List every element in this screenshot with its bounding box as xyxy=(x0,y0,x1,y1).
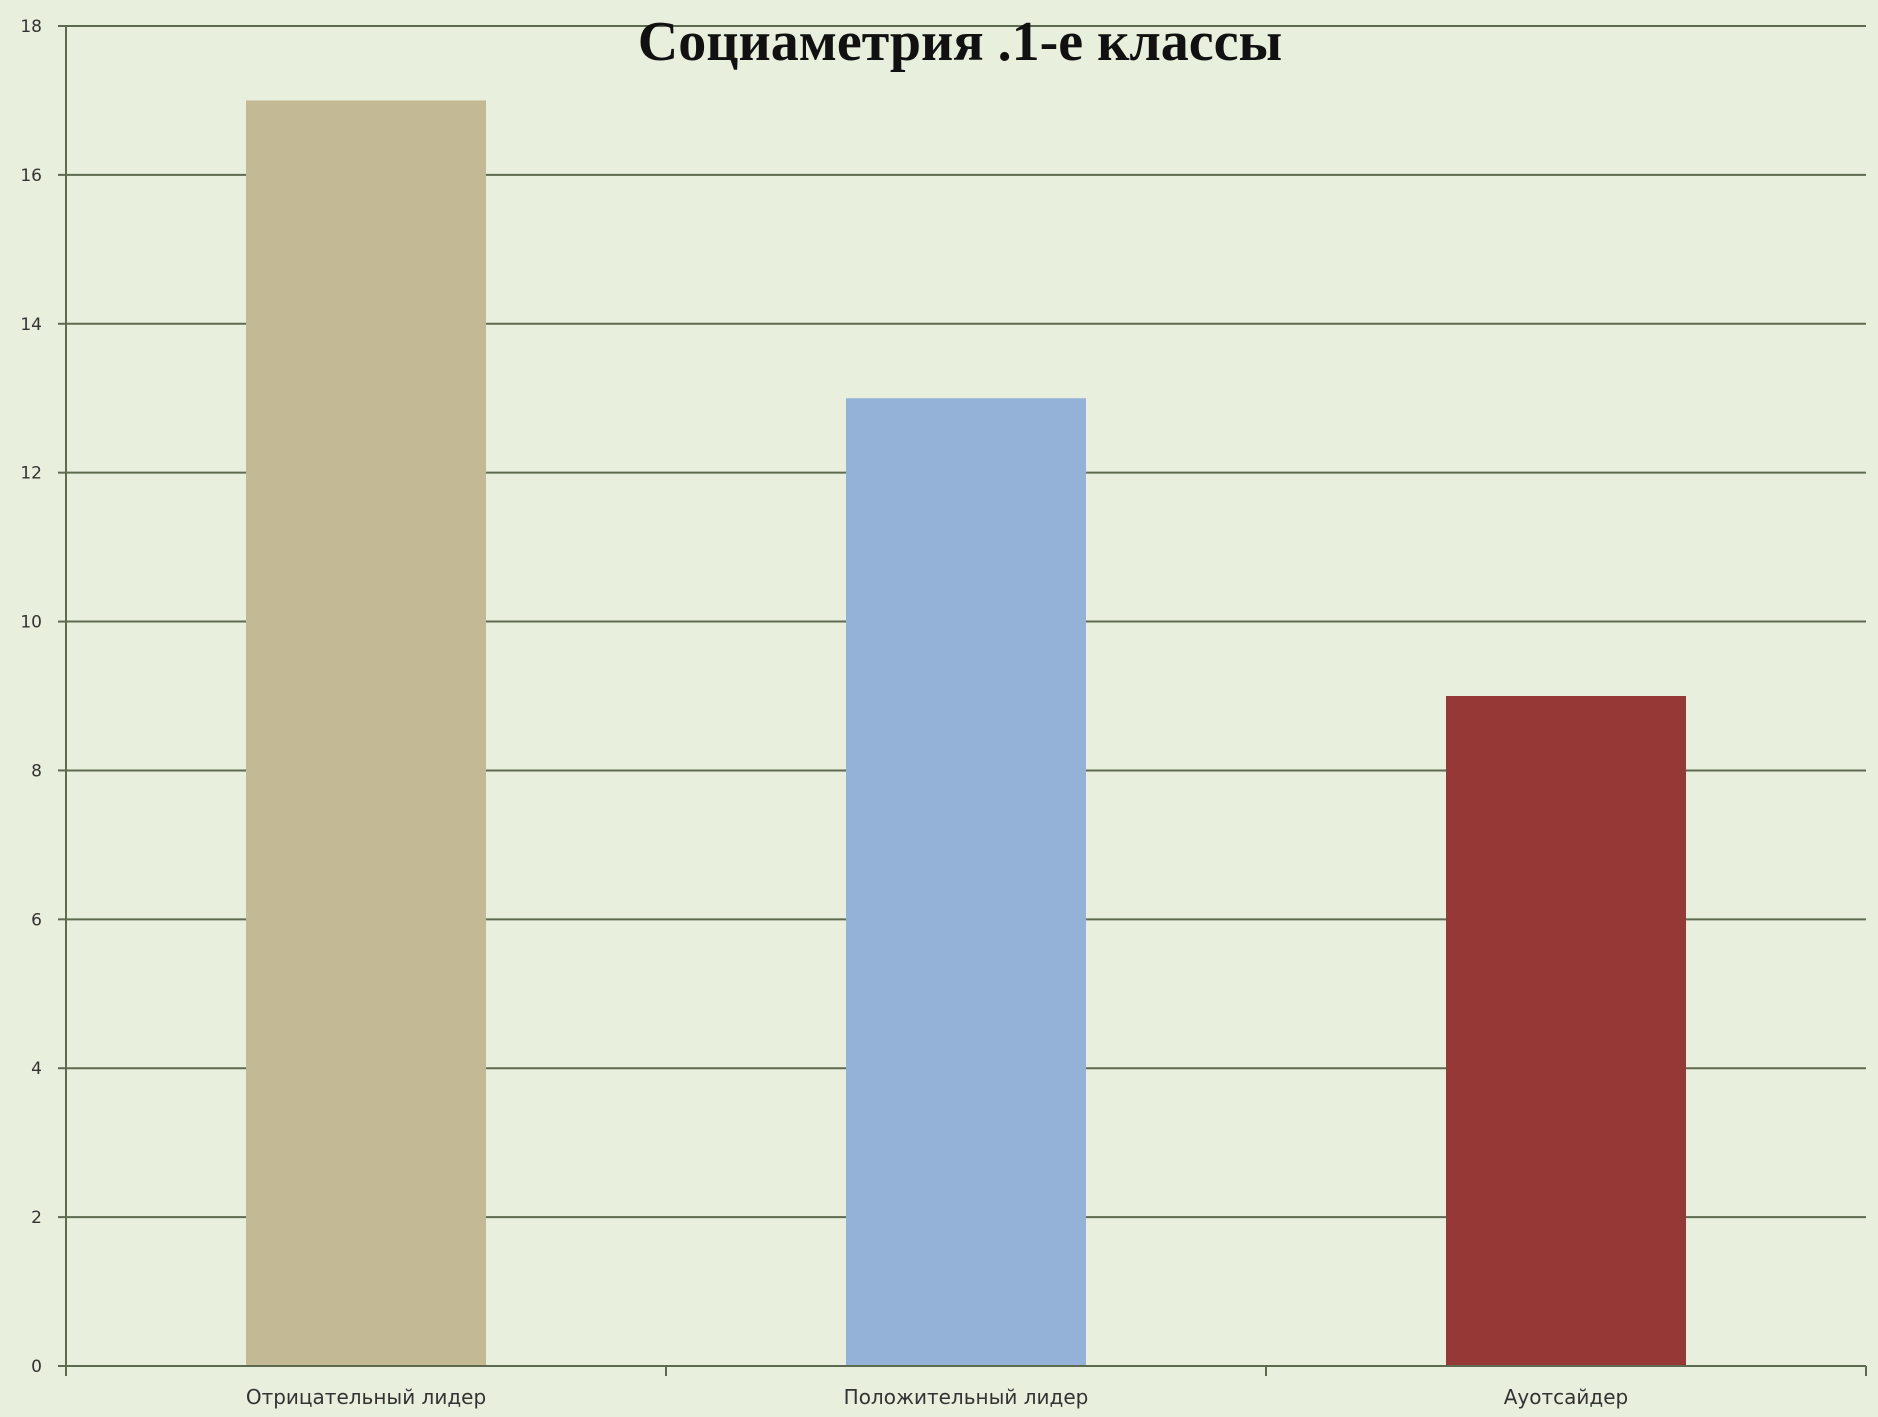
y-tick-label: 12 xyxy=(20,464,42,484)
y-tick-label: 10 xyxy=(20,613,42,633)
y-tick-label: 18 xyxy=(20,17,42,37)
y-tick-label: 0 xyxy=(31,1357,42,1377)
axes xyxy=(58,25,1867,1376)
x-category-label: Ауотсайдер xyxy=(1504,1385,1628,1409)
x-category-label: Отрицательный лидер xyxy=(246,1385,486,1409)
y-tick-label: 14 xyxy=(20,315,42,335)
bars xyxy=(246,100,1686,1366)
y-tick-label: 6 xyxy=(31,910,42,930)
x-category-label: Положительный лидер xyxy=(844,1385,1089,1409)
y-tick-label: 8 xyxy=(31,761,42,781)
chart-title: Социаметрия .1-е классы xyxy=(638,11,1283,73)
bar xyxy=(846,398,1086,1366)
y-tick-label: 2 xyxy=(31,1208,42,1228)
labels: 0 2 4 6 8 10 12 14 16 18 Отрицательный лидер Положи… xyxy=(20,17,1628,1409)
bar xyxy=(1446,696,1686,1366)
bar xyxy=(246,100,486,1366)
y-tick-label: 16 xyxy=(20,166,42,186)
y-tick-label: 4 xyxy=(31,1059,42,1079)
